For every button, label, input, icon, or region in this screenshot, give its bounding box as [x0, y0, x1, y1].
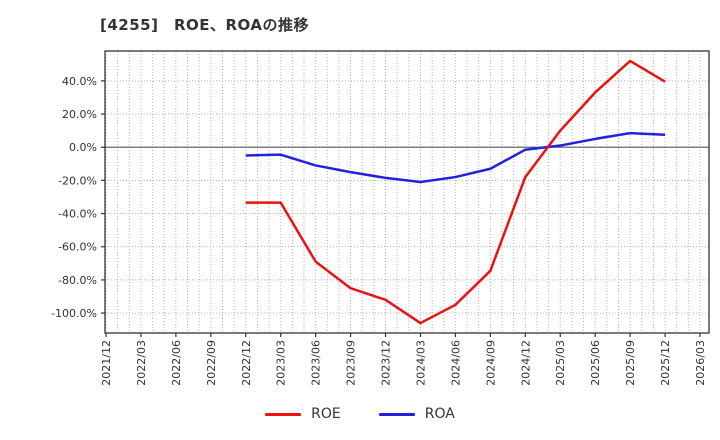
legend-label-roa: ROA	[424, 406, 455, 422]
svg-text:-20.0%: -20.0%	[58, 174, 97, 187]
svg-text:2023/03: 2023/03	[275, 340, 288, 386]
svg-text:2022/06: 2022/06	[170, 340, 183, 386]
svg-text:2024/09: 2024/09	[484, 340, 497, 386]
legend-item-roe: ROE	[265, 406, 341, 422]
svg-text:20.0%: 20.0%	[62, 108, 97, 121]
svg-text:-60.0%: -60.0%	[58, 241, 97, 254]
line-chart: 40.0% 20.0% 0.0% -20.0% -40.0% -60.0% -80.0% -1…	[51, 50, 710, 386]
svg-text:2022/12: 2022/12	[240, 340, 253, 386]
svg-text:-40.0%: -40.0%	[58, 208, 97, 221]
svg-text:2025/06: 2025/06	[589, 340, 602, 386]
svg-text:2021/12: 2021/12	[100, 340, 113, 386]
svg-text:2024/12: 2024/12	[519, 340, 532, 386]
roa-line-swatch-icon	[378, 412, 415, 416]
svg-text:2022/09: 2022/09	[205, 340, 218, 386]
svg-text:2022/03: 2022/03	[135, 340, 148, 386]
svg-text:2025/09: 2025/09	[624, 340, 637, 386]
legend-item-roa: ROA	[378, 406, 455, 422]
svg-text:-80.0%: -80.0%	[58, 274, 97, 287]
svg-text:2026/03: 2026/03	[694, 340, 707, 386]
svg-text:-100.0%: -100.0%	[51, 307, 97, 320]
svg-text:2024/06: 2024/06	[449, 340, 462, 386]
svg-text:2025/03: 2025/03	[554, 340, 567, 386]
svg-text:0.0%: 0.0%	[69, 141, 97, 154]
svg-text:2024/03: 2024/03	[414, 340, 427, 386]
svg-text:2023/06: 2023/06	[310, 340, 323, 386]
svg-text:2025/12: 2025/12	[659, 340, 672, 386]
chart-title: [4255] ROE、ROAの推移	[100, 16, 310, 34]
svg-text:40.0%: 40.0%	[62, 75, 97, 88]
chart-legend: ROE ROA	[0, 406, 720, 422]
legend-label-roe: ROE	[311, 406, 341, 422]
svg-text:2023/12: 2023/12	[380, 340, 393, 386]
svg-text:2023/09: 2023/09	[345, 340, 358, 386]
roe-line-swatch-icon	[265, 412, 302, 416]
